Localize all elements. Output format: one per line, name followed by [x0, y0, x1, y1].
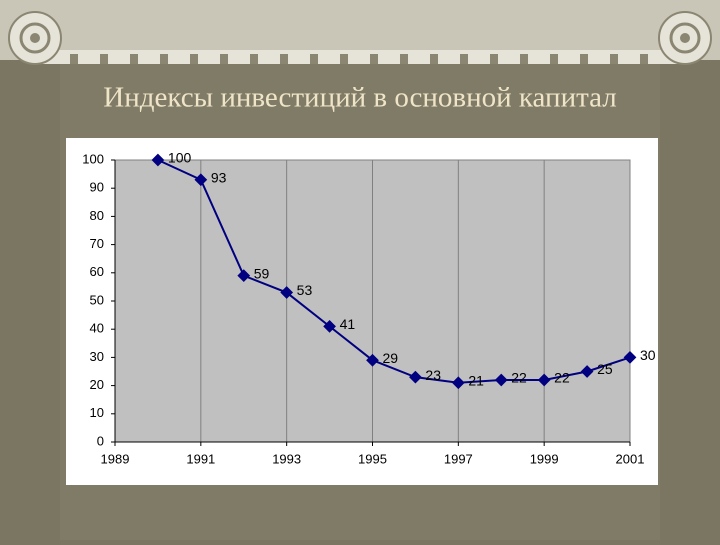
- x-tick-label: 1997: [444, 451, 473, 466]
- marker: [280, 286, 294, 299]
- marker: [451, 376, 465, 390]
- x-tick-label: 1993: [272, 451, 301, 466]
- marker: [494, 373, 508, 387]
- y-tick-label: 20: [90, 377, 104, 392]
- data-label: 93: [211, 169, 227, 185]
- data-label: 41: [340, 316, 356, 332]
- data-label: 29: [383, 350, 399, 366]
- data-label: 22: [554, 370, 570, 386]
- y-tick-label: 0: [97, 433, 104, 448]
- marker: [409, 370, 422, 384]
- y-tick-label: 10: [90, 405, 104, 420]
- data-label: 22: [511, 370, 527, 386]
- y-tick-label: 30: [90, 349, 104, 364]
- marker: [323, 320, 336, 333]
- y-tick-label: 80: [90, 208, 104, 223]
- data-label: 21: [468, 372, 484, 388]
- plot: 0 10 20 30 40 50 60 70 80 90 100 1989 1991 1993 1995 19…: [82, 150, 655, 467]
- x-tick-label: 2001: [616, 451, 645, 466]
- x-tick-label: 1995: [358, 451, 387, 466]
- y-tick-label: 70: [90, 236, 104, 251]
- data-label: 59: [254, 265, 270, 281]
- y-tick-label: 60: [90, 264, 104, 279]
- data-label: 23: [425, 367, 441, 383]
- y-tick-label: 50: [90, 292, 104, 307]
- data-line: [157, 159, 631, 384]
- x-tick-label: 1991: [186, 451, 215, 466]
- y-tick-label: 100: [82, 151, 104, 166]
- marker: [366, 353, 379, 367]
- chart-title: Индексы инвестиций в основной капитал: [103, 82, 616, 114]
- data-label: 53: [297, 282, 313, 298]
- data-label: 30: [640, 347, 656, 363]
- data-label: 100: [168, 150, 192, 166]
- x-tick-label: 1999: [530, 451, 559, 466]
- marker: [194, 173, 208, 187]
- marker: [237, 269, 251, 282]
- x-tick-label: 1989: [101, 451, 130, 466]
- data-label: 25: [597, 361, 613, 377]
- marker: [151, 153, 165, 167]
- y-tick-label: 90: [90, 180, 104, 195]
- y-tick-label: 40: [90, 321, 104, 336]
